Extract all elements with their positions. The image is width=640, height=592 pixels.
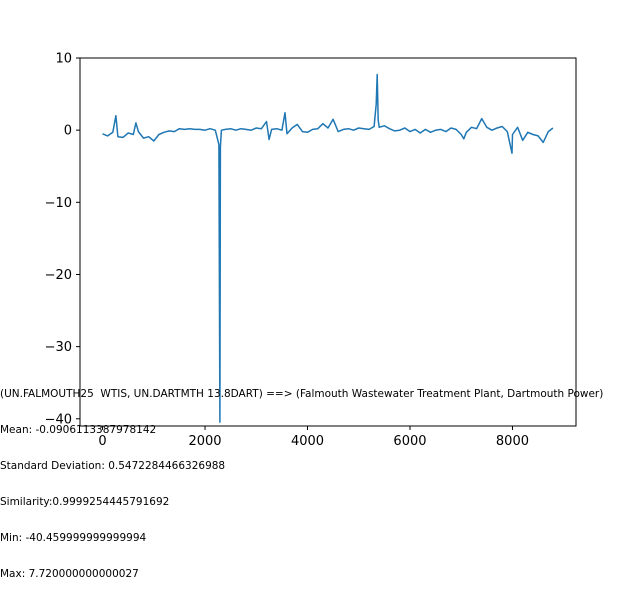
y-tick-label: −10 [45, 196, 72, 211]
y-tick-label: 0 [64, 124, 72, 139]
annotation-line: Mean: -0.0906113387978142 [0, 424, 157, 436]
annotation-line: Standard Deviation: 0.5472284466326988 [0, 460, 226, 472]
plot-frame [79, 57, 577, 427]
x-tick-label: 2000 [188, 434, 221, 449]
x-tick-label: 8000 [496, 434, 529, 449]
x-tick-label: 4000 [291, 434, 324, 449]
x-axis: 0 2000 4000 6000 8000 [98, 426, 529, 449]
annotation-line: Min: -40.459999999999994 [0, 532, 147, 544]
line-chart: 0 2000 4000 6000 8000 10 0 −10 −20 −30 −40 [45, 52, 577, 449]
y-tick-label: −30 [45, 340, 72, 355]
chart-marks [102, 73, 554, 423]
y-tick-label: 10 [55, 52, 72, 67]
y-tick-label: −20 [45, 268, 72, 283]
x-tick-label: 0 [98, 434, 106, 449]
series-line-0 [102, 73, 554, 423]
stats-annotation: (UN.FALMOUTH25 WTIS, UN.DARTMTH 13.8DART… [0, 364, 603, 592]
annotation-line: Similarity:0.9999254445791692 [0, 496, 170, 508]
x-tick-label: 6000 [393, 434, 426, 449]
annotation-line: Max: 7.720000000000027 [0, 568, 139, 580]
y-axis: 10 0 −10 −20 −30 −40 [45, 52, 80, 427]
annotation-line: (UN.FALMOUTH25 WTIS, UN.DARTMTH 13.8DART… [0, 388, 604, 400]
y-tick-label: −40 [45, 412, 72, 427]
